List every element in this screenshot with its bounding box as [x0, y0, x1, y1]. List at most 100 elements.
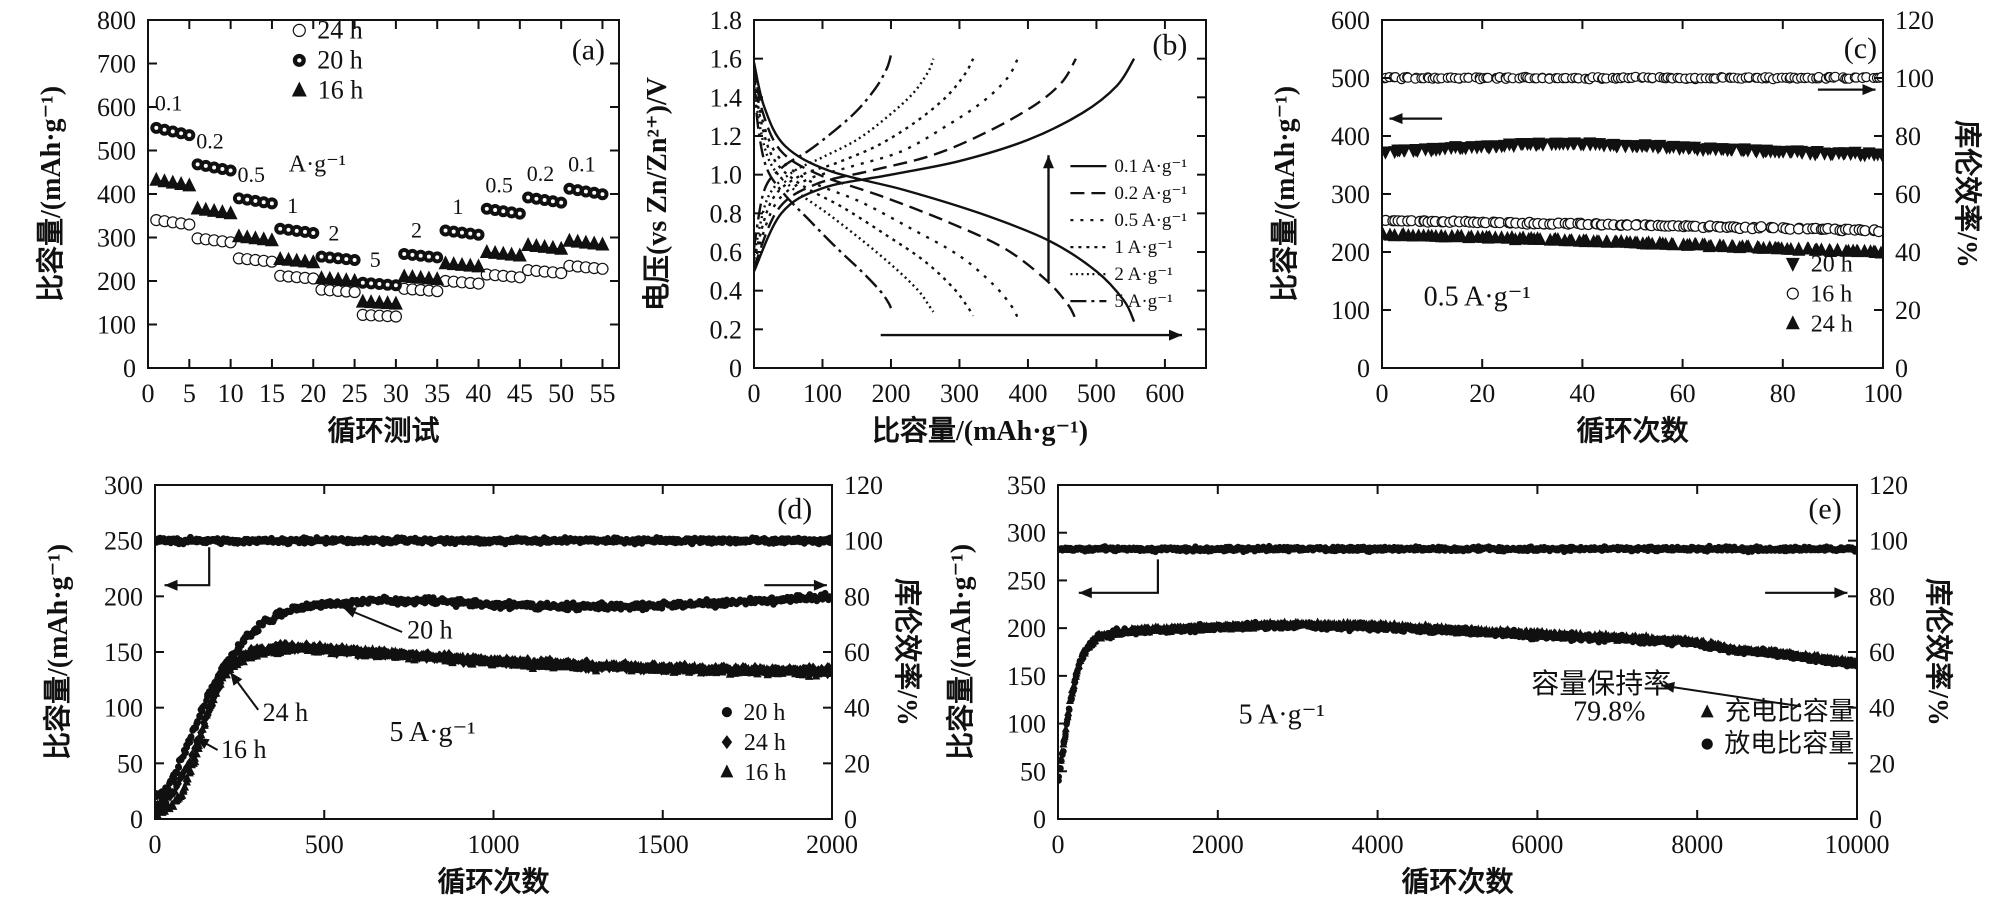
panel-d-annotations: 5 A·g⁻¹ 20 h 24 h 16 h	[164, 547, 827, 764]
svg-text:库伦效率/%: 库伦效率/%	[891, 578, 924, 726]
svg-text:8000: 8000	[1671, 830, 1723, 859]
svg-text:79.8%: 79.8%	[1573, 697, 1645, 728]
panel-b-series-2 A·g⁻¹ discharge	[754, 77, 935, 313]
svg-text:500: 500	[97, 137, 136, 166]
svg-text:1.2: 1.2	[710, 122, 743, 151]
panel-c-axes: 0 20 40 60 80 1000100200300400500600020406080…	[1268, 6, 1984, 447]
panel-b-series-0.1 A·g⁻¹ discharge	[754, 62, 1136, 323]
panel-d-legend: 20 h 24 h 16 h	[720, 700, 786, 786]
svg-text:200: 200	[1331, 238, 1370, 267]
svg-text:0: 0	[123, 354, 136, 383]
svg-text:150: 150	[1007, 662, 1046, 691]
svg-text:24 h: 24 h	[744, 730, 786, 756]
svg-text:20: 20	[1869, 749, 1895, 778]
svg-text:16 h: 16 h	[221, 735, 267, 764]
panel-e-series-放电比容量	[1058, 618, 1857, 784]
svg-text:比容量/(mAh·g⁻¹): 比容量/(mAh·g⁻¹)	[41, 544, 74, 760]
svg-text:0.2: 0.2	[527, 161, 555, 186]
panel-b-legend: 0.1 A·g⁻¹ 0.2 A·g⁻¹ 0.5 A·g⁻¹ 1 A·g⁻¹ 2 A·g⁻…	[1070, 156, 1187, 312]
svg-text:100: 100	[1895, 64, 1934, 93]
svg-text:0: 0	[1052, 830, 1065, 859]
panel-a-annotations: 0.1 0.2 0.5 1 2 5 2 1 0.5 0.2 0.1 A·g⁻¹	[155, 90, 596, 272]
svg-text:200: 200	[1007, 614, 1046, 643]
svg-text:1000: 1000	[468, 830, 520, 859]
panel-b-series-0.2 A·g⁻¹ discharge	[754, 66, 1077, 321]
svg-text:30: 30	[383, 379, 409, 408]
panel-a-series-20 h	[150, 121, 609, 292]
svg-text:1.6: 1.6	[710, 45, 743, 74]
svg-text:0.1: 0.1	[155, 90, 183, 115]
svg-text:200: 200	[97, 267, 136, 296]
svg-text:放电比容量: 放电比容量	[1724, 729, 1854, 758]
svg-text:25: 25	[342, 379, 368, 408]
svg-text:20: 20	[1469, 379, 1495, 408]
svg-text:10: 10	[218, 379, 244, 408]
svg-text:800: 800	[97, 6, 136, 35]
svg-text:0.1: 0.1	[568, 151, 596, 176]
svg-text:库伦效率/%: 库伦效率/%	[1951, 120, 1984, 268]
svg-text:20: 20	[1895, 296, 1921, 325]
svg-text:100: 100	[1864, 379, 1903, 408]
svg-text:45: 45	[507, 379, 533, 408]
svg-text:24 h: 24 h	[317, 15, 363, 44]
svg-text:40: 40	[1869, 694, 1895, 723]
svg-text:0.8: 0.8	[710, 199, 743, 228]
svg-text:比容量/(mAh·g⁻¹): 比容量/(mAh·g⁻¹)	[34, 86, 67, 302]
svg-text:400: 400	[1331, 122, 1370, 151]
panel-d-plot-area	[155, 533, 832, 819]
svg-text:20 h: 20 h	[1811, 252, 1853, 278]
svg-text:250: 250	[1007, 566, 1046, 595]
svg-text:0.5 A·g⁻¹: 0.5 A·g⁻¹	[1424, 281, 1531, 312]
svg-text:35: 35	[424, 379, 450, 408]
svg-text:500: 500	[1331, 64, 1370, 93]
svg-text:6000: 6000	[1511, 830, 1563, 859]
svg-text:60: 60	[1869, 638, 1895, 667]
svg-text:循环次数: 循环次数	[1576, 415, 1689, 447]
panel-d-chart: 0 500 1000 1500 2000050100150200250300020406…	[41, 471, 924, 898]
svg-text:1500: 1500	[637, 830, 689, 859]
svg-text:60: 60	[1895, 180, 1921, 209]
panel-b-series-5 A·g⁻¹ charge	[754, 54, 893, 249]
svg-text:300: 300	[940, 379, 979, 408]
svg-text:0.1 A·g⁻¹: 0.1 A·g⁻¹	[1114, 156, 1187, 177]
svg-text:2: 2	[328, 221, 339, 246]
svg-text:充电比容量: 充电比容量	[1725, 697, 1855, 726]
svg-text:1: 1	[287, 193, 298, 218]
svg-text:120: 120	[844, 471, 883, 500]
svg-text:0.6: 0.6	[710, 238, 743, 267]
svg-text:(a): (a)	[572, 34, 605, 67]
panel-b-plot-area	[754, 54, 1136, 323]
svg-text:(c): (c)	[1844, 32, 1877, 65]
svg-text:500: 500	[305, 830, 344, 859]
svg-text:1: 1	[452, 194, 463, 219]
svg-text:50: 50	[548, 379, 574, 408]
svg-text:60: 60	[1670, 379, 1696, 408]
svg-text:0: 0	[149, 830, 162, 859]
panel-b-annotations	[880, 155, 1183, 341]
svg-text:20 h: 20 h	[317, 45, 363, 74]
panel-b-series-0.2 A·g⁻¹ charge	[754, 58, 1077, 268]
svg-text:比容量/(mAh·g⁻¹): 比容量/(mAh·g⁻¹)	[944, 544, 977, 760]
svg-text:600: 600	[1331, 6, 1370, 35]
svg-text:100: 100	[1331, 296, 1370, 325]
svg-text:0: 0	[1376, 379, 1389, 408]
svg-text:60: 60	[844, 638, 870, 667]
svg-text:250: 250	[104, 527, 143, 556]
svg-text:200: 200	[871, 379, 910, 408]
panel-c-chart: 0 20 40 60 80 1000100200300400500600020406080…	[1268, 6, 1984, 447]
svg-text:100: 100	[104, 694, 143, 723]
svg-text:55: 55	[589, 379, 615, 408]
svg-text:5 A·g⁻¹: 5 A·g⁻¹	[1114, 291, 1173, 312]
svg-text:80: 80	[1895, 122, 1921, 151]
svg-text:400: 400	[97, 180, 136, 209]
svg-text:(d): (d)	[777, 492, 812, 525]
svg-text:1.8: 1.8	[710, 6, 743, 35]
svg-text:100: 100	[97, 311, 136, 340]
svg-text:500: 500	[1077, 379, 1116, 408]
panel-c-annotations: 0.5 A·g⁻¹	[1389, 84, 1876, 312]
panel-c-series-库伦效率	[1382, 71, 1883, 85]
svg-text:5: 5	[370, 247, 381, 272]
svg-text:24 h: 24 h	[263, 698, 309, 727]
